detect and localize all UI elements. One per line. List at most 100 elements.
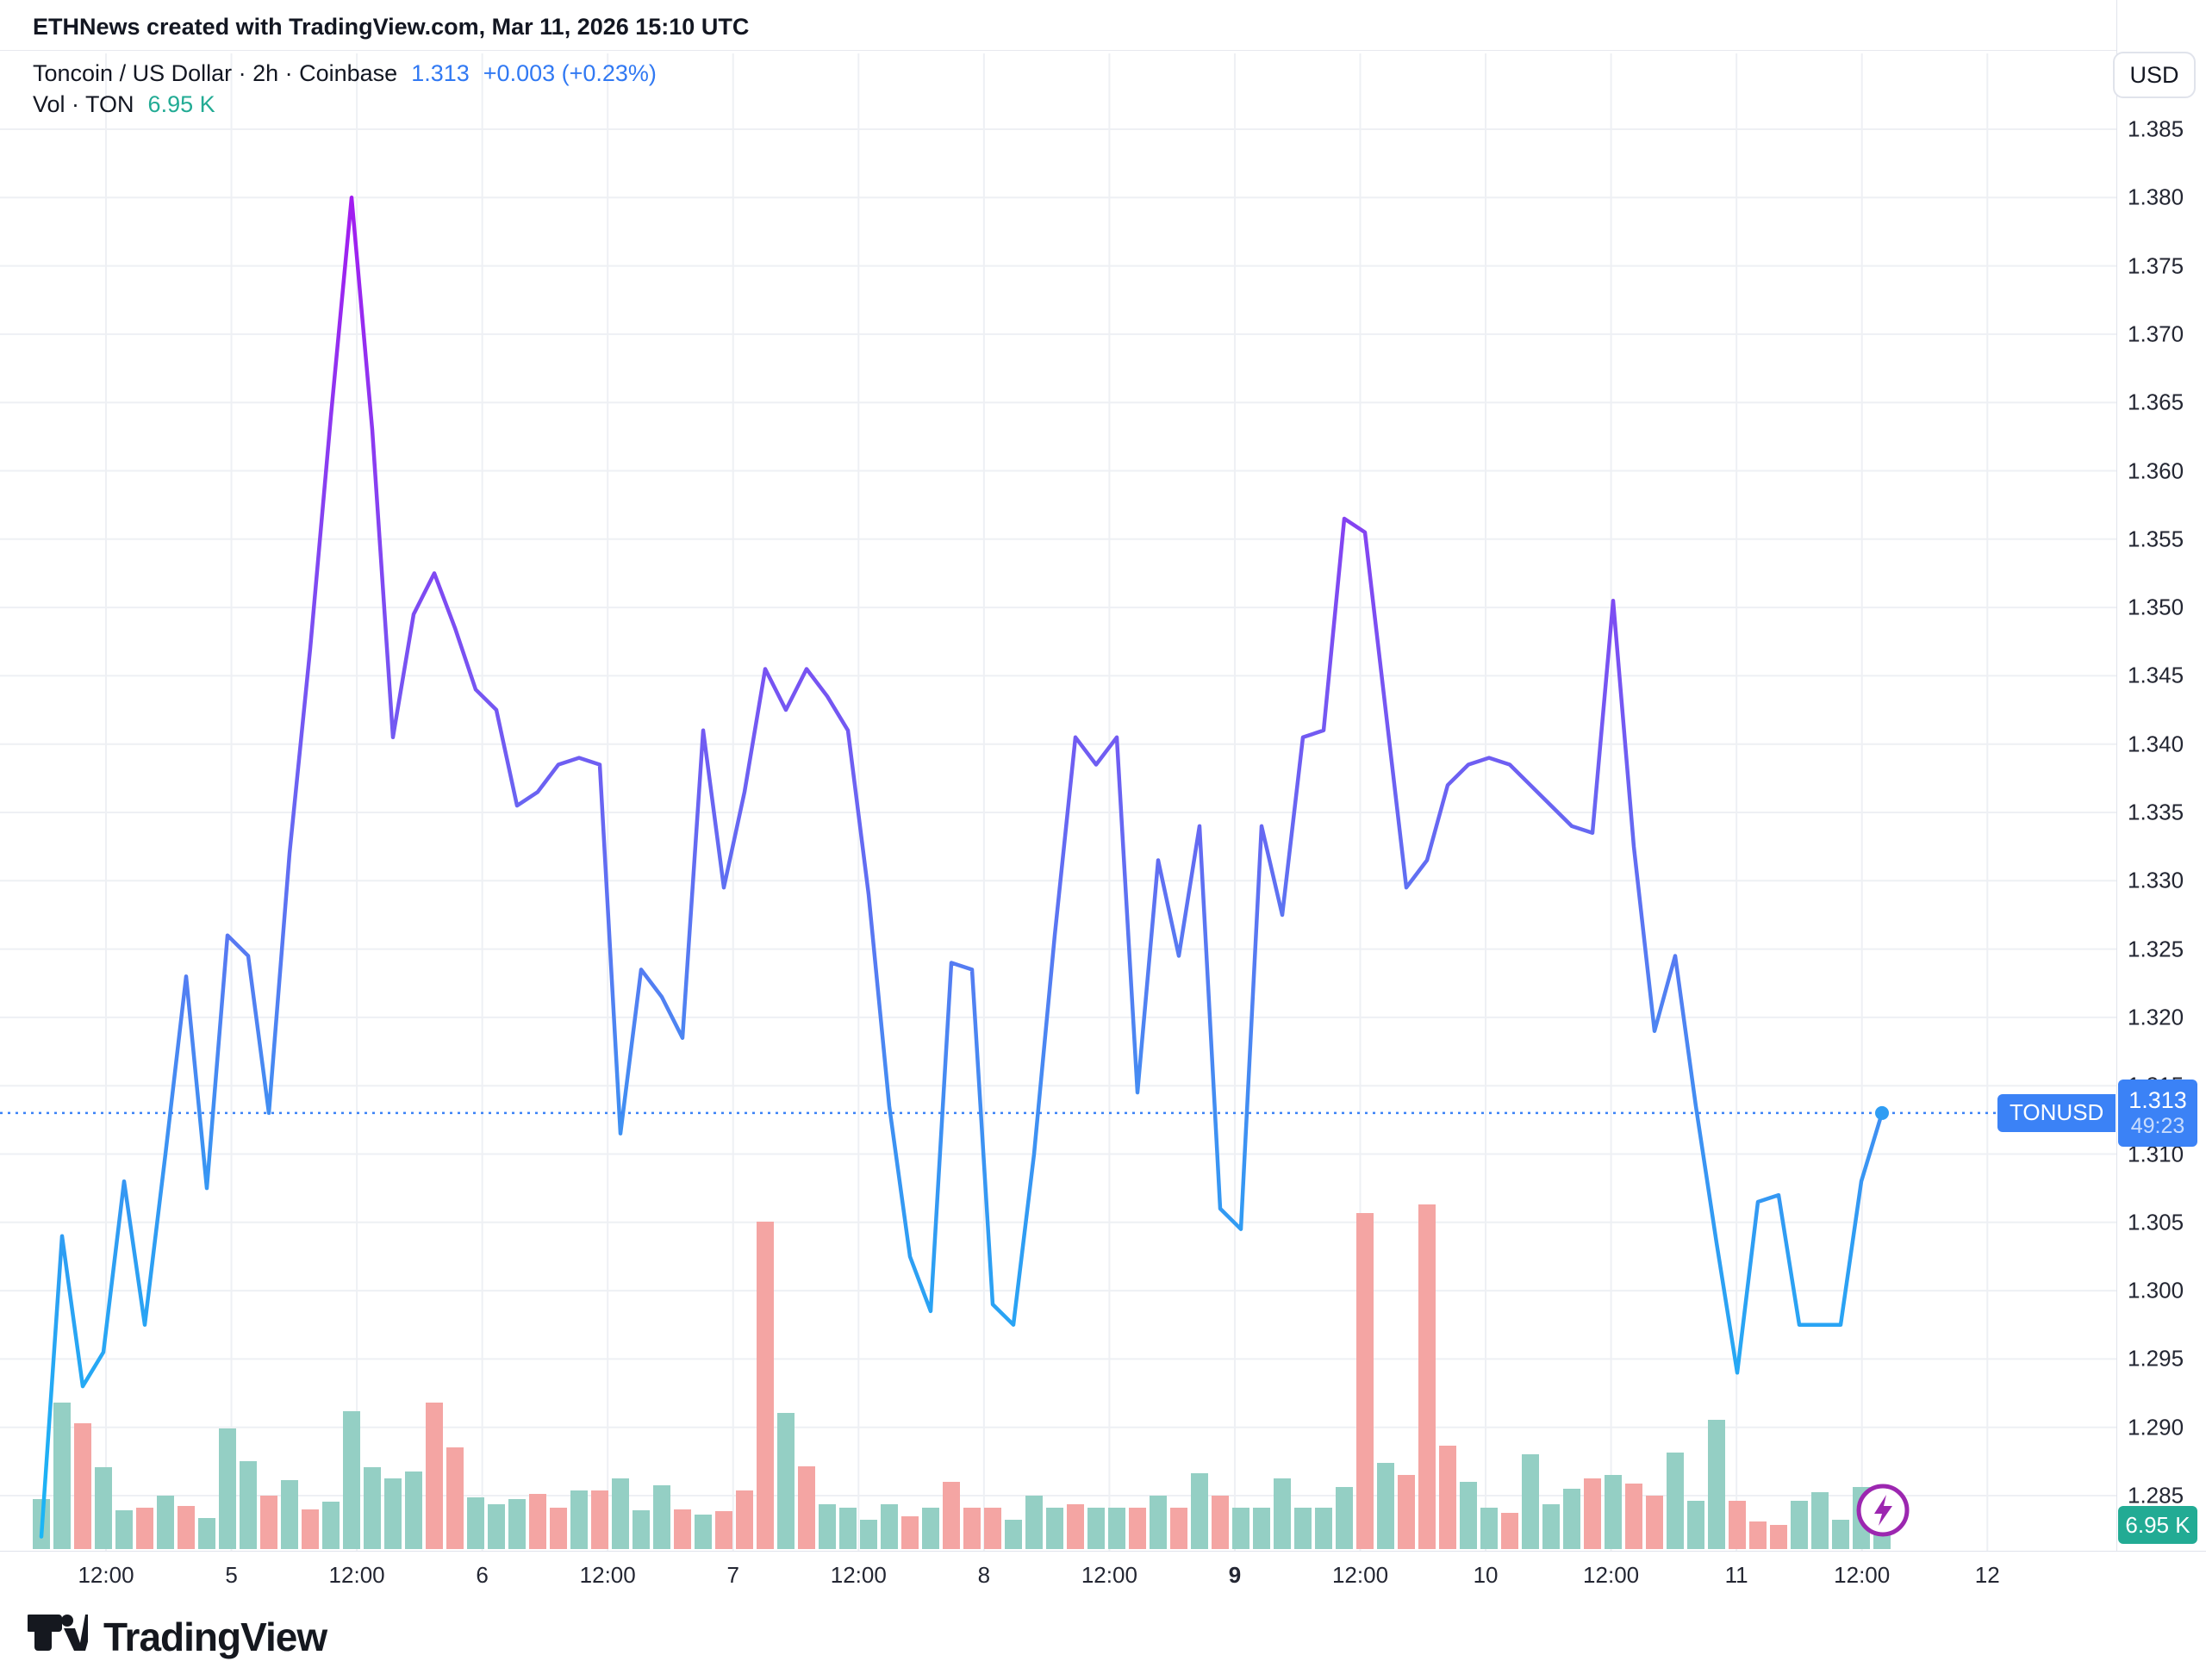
flash-event-icon[interactable] [1855,1483,1910,1538]
volume-bar [508,1499,526,1549]
volume-bar [1439,1446,1456,1549]
volume-bar [1253,1508,1270,1549]
volume-bar [612,1478,629,1549]
price-axis-tick: 1.360 [2128,457,2184,483]
volume-label: Vol · TON [33,91,134,117]
time-axis-tick: 7 [726,1562,739,1588]
volume-bar [198,1518,215,1549]
price-axis-tick: 1.380 [2128,184,2184,210]
price-axis-tick: 1.355 [2128,526,2184,552]
currency-toggle-button[interactable]: USD [2113,52,2196,98]
volume-bar [260,1496,277,1549]
volume-bar [943,1482,960,1549]
volume-bar [467,1497,484,1549]
price-axis-tick: 1.305 [2128,1209,2184,1235]
volume-legend-row[interactable]: Vol · TON 6.95 K [33,91,657,122]
volume-bar [963,1508,981,1549]
tradingview-logo-mark [28,1615,88,1651]
volume-bar [1729,1501,1746,1549]
price-axis[interactable]: 1.385 1.380 1.375 1.370 1.365 1.360 1.355 1.350… [2116,0,2206,1551]
header-separator [0,50,2206,51]
volume-bar [1770,1525,1787,1549]
volume-bar [364,1467,381,1549]
volume-bar [819,1504,836,1549]
volume-bar [570,1490,588,1549]
volume-bar [633,1510,650,1549]
volume-bar [1460,1482,1477,1549]
chart-legend: Toncoin / US Dollar · 2h · Coinbase 1.31… [33,60,657,122]
volume-bar [1294,1508,1312,1549]
price-axis-tick: 1.375 [2128,252,2184,279]
volume-bar [1025,1496,1043,1549]
volume-bar [881,1504,898,1549]
volume-bar [1749,1521,1767,1549]
volume-bar [1667,1453,1684,1549]
volume-bar [1356,1213,1374,1549]
price-axis-tick: 1.330 [2128,867,2184,893]
volume-bar [1377,1463,1394,1549]
time-axis-tick: 12:00 [78,1562,134,1588]
volume-bar [1087,1508,1105,1549]
current-price-badge: 1.313 49:23 [2118,1079,2197,1147]
volume-bar [136,1508,153,1549]
volume-bar [95,1467,112,1549]
volume-bar [1832,1520,1849,1549]
volume-bar [736,1490,753,1549]
volume-bar [488,1504,505,1549]
volume-bar [1212,1496,1229,1549]
volume-bar [757,1222,774,1549]
volume-bar [901,1516,919,1549]
volume-axis-badge: 6.95 K [2118,1506,2197,1544]
volume-bar [1336,1487,1353,1549]
volume-histogram [33,1204,1891,1549]
volume-bar [1315,1508,1332,1549]
volume-bar [1563,1489,1580,1549]
time-axis-tick: 12:00 [1081,1562,1137,1588]
last-price-value: 1.313 [411,60,470,86]
volume-bar [591,1490,608,1549]
price-line-series [39,196,1885,1539]
price-axis-tick: 1.320 [2128,1004,2184,1030]
volume-bar [178,1506,195,1549]
price-change-value: +0.003 (+0.23%) [483,60,657,86]
volume-bar [302,1509,319,1549]
volume-bar [1625,1484,1642,1549]
time-axis-tick: 12:00 [328,1562,385,1588]
horizontal-gridlines [0,128,2116,1496]
time-axis[interactable]: 12:00 5 12:00 6 12:00 7 12:00 8 12:00 9 12:00 10 12:… [0,1551,2206,1601]
volume-bar [1046,1508,1063,1549]
volume-bar [529,1494,546,1549]
volume-bar [1398,1475,1415,1549]
tradingview-logo[interactable]: TradingView [28,1613,327,1661]
volume-bar [405,1472,422,1549]
volume-bar [1501,1513,1518,1549]
volume-bar [860,1520,877,1549]
volume-bar [550,1508,567,1549]
volume-bar [157,1496,174,1549]
volume-bar [426,1403,443,1549]
volume-bar [1129,1508,1146,1549]
price-axis-tick: 1.370 [2128,320,2184,347]
time-axis-tick: 5 [225,1562,238,1588]
price-polyline [39,196,1885,1539]
price-axis-tick: 1.340 [2128,731,2184,757]
volume-bar [1005,1520,1022,1549]
volume-bar [1522,1454,1539,1549]
volume-bar [1067,1504,1084,1549]
volume-bar [839,1508,857,1549]
time-axis-tick: 12:00 [1583,1562,1640,1588]
price-axis-tick: 1.325 [2128,936,2184,962]
volume-bar [281,1480,298,1549]
price-axis-tick: 1.285 [2128,1482,2184,1509]
time-axis-tick: 9 [1228,1562,1242,1588]
last-price-dot [1875,1105,1889,1120]
price-axis-tick: 1.345 [2128,662,2184,688]
time-axis-tick: 12:00 [579,1562,636,1588]
volume-bar [240,1461,257,1549]
current-price-text: 1.313 [2128,1087,2187,1113]
symbol-legend-row[interactable]: Toncoin / US Dollar · 2h · Coinbase 1.31… [33,60,657,91]
time-axis-tick: 8 [977,1562,991,1588]
time-axis-tick: 12:00 [1331,1562,1389,1588]
volume-bar [653,1485,670,1549]
